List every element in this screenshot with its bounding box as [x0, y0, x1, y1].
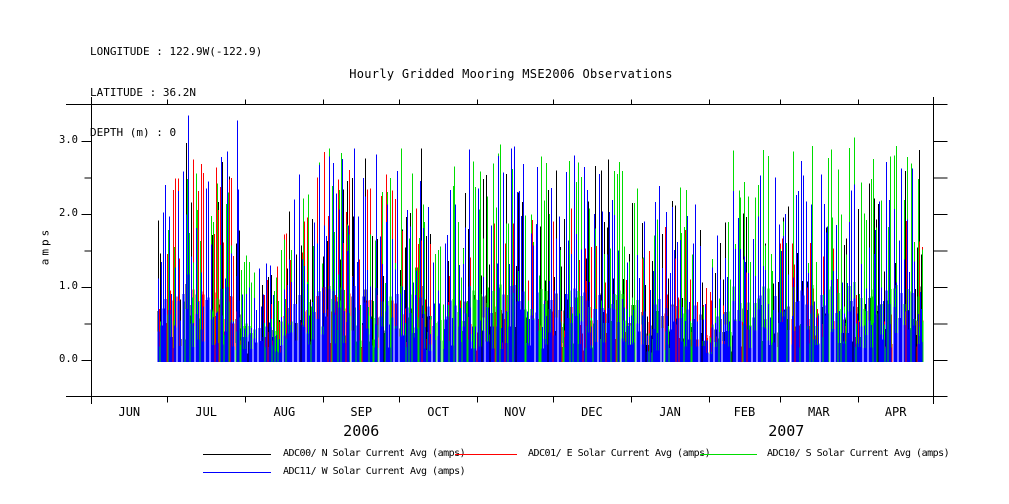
y-tick-label: 0.0 [59, 353, 78, 365]
header-latitude: LATITUDE : 36.2N [90, 85, 196, 99]
year-label: 2007 [768, 422, 805, 440]
month-label: JUN [118, 405, 141, 419]
month-label: FEB [733, 405, 756, 419]
header-depth: DEPTH (m) : 0 [90, 126, 177, 139]
month-label: OCT [427, 405, 449, 419]
legend-label-adc11-w: ADC11/ W Solar Current Avg (amps) [283, 466, 466, 477]
legend-line-adc10-s [700, 454, 757, 455]
month-label: NOV [504, 405, 526, 419]
month-label: SEP [350, 405, 373, 419]
chart-title: Hourly Gridded Mooring MSE2006 Observati… [349, 67, 673, 81]
month-label: DEC [581, 405, 603, 419]
month-label: MAR [807, 405, 830, 419]
year-label: 2006 [343, 422, 380, 440]
month-label: JAN [659, 405, 681, 419]
legend-line-adc11-w [203, 472, 271, 473]
legend-line-adc00-n [203, 454, 271, 455]
y-axis-label: amps [38, 226, 52, 266]
month-label: AUG [273, 405, 296, 419]
y-tick-label: 3.0 [59, 134, 78, 146]
y-tick-label: 2.0 [59, 207, 78, 219]
header-block: LONGITUDE : 122.9W(-122.9) LATITUDE : 36… [90, 18, 262, 167]
legend-label-adc01-e: ADC01/ E Solar Current Avg (amps) [528, 448, 711, 459]
month-label: APR [884, 405, 907, 419]
legend-label-adc10-s: ADC10/ S Solar Current Avg (amps) [767, 448, 950, 459]
y-tick-label: 1.0 [59, 280, 78, 292]
legend-label-adc00-n: ADC00/ N Solar Current Avg (amps) [283, 448, 466, 459]
header-longitude: LONGITUDE : 122.9W(-122.9) [90, 45, 263, 58]
legend-line-adc01-e [455, 454, 517, 455]
month-label: JUL [195, 405, 218, 419]
